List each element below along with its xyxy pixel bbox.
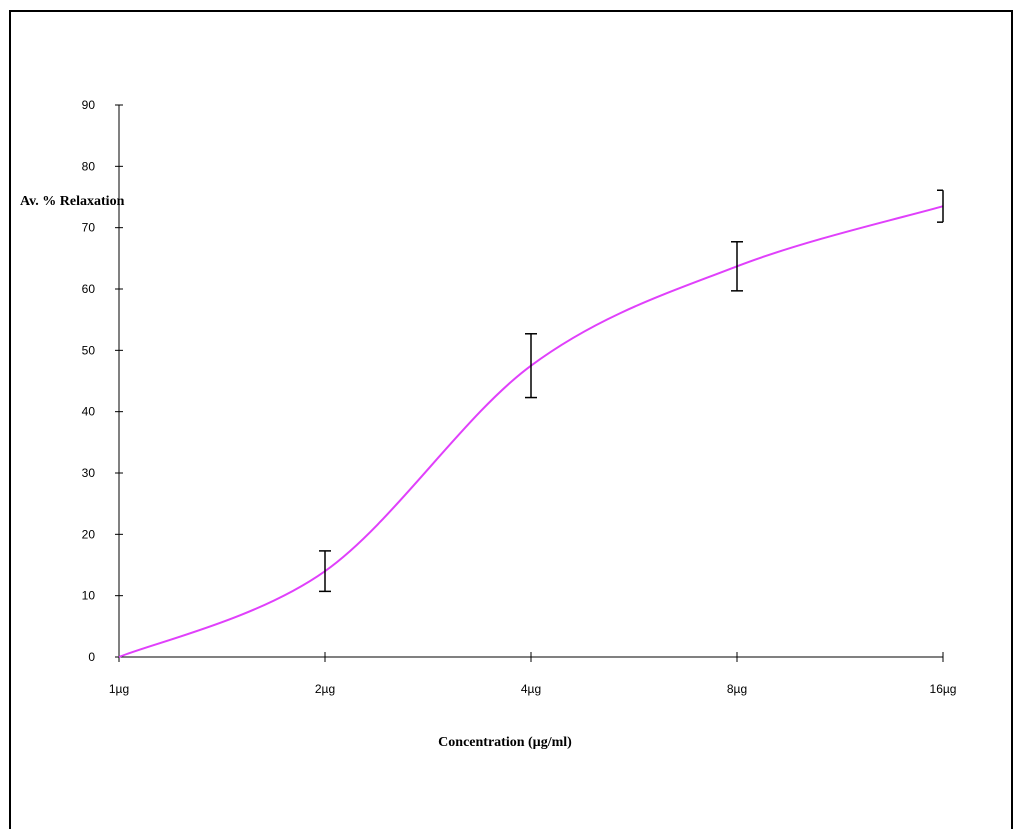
y-tick-label: 60 xyxy=(82,282,96,296)
x-tick-label: 8µg xyxy=(727,682,747,696)
y-tick-label: 20 xyxy=(82,527,96,541)
x-tick-label: 16µg xyxy=(930,682,957,696)
x-tick-label: 1µg xyxy=(109,682,129,696)
y-tick-label: 90 xyxy=(82,98,96,112)
y-tick-label: 30 xyxy=(82,466,96,480)
chart-frame xyxy=(9,10,1013,829)
y-tick-label: 70 xyxy=(82,221,96,235)
x-tick-label: 2µg xyxy=(315,682,335,696)
y-axis-title: Av. % Relaxation xyxy=(20,194,125,209)
y-tick-label: 10 xyxy=(82,589,96,603)
x-axis-title: Concentration (µg/ml) xyxy=(438,735,572,750)
y-ticks: 0 10 20 30 40 50 60 70 80 90 xyxy=(82,98,123,664)
x-tick-label: 4µg xyxy=(521,682,541,696)
series-line xyxy=(118,205,944,658)
y-tick-label: 50 xyxy=(82,343,96,357)
y-tick-label: 40 xyxy=(82,405,96,419)
y-tick-label: 80 xyxy=(82,159,96,173)
error-bars xyxy=(319,189,944,593)
y-tick-label: 0 xyxy=(88,650,95,664)
x-ticks: 1µg 2µg 4µg 8µg 16µg xyxy=(109,652,957,696)
series-layer xyxy=(118,205,944,658)
